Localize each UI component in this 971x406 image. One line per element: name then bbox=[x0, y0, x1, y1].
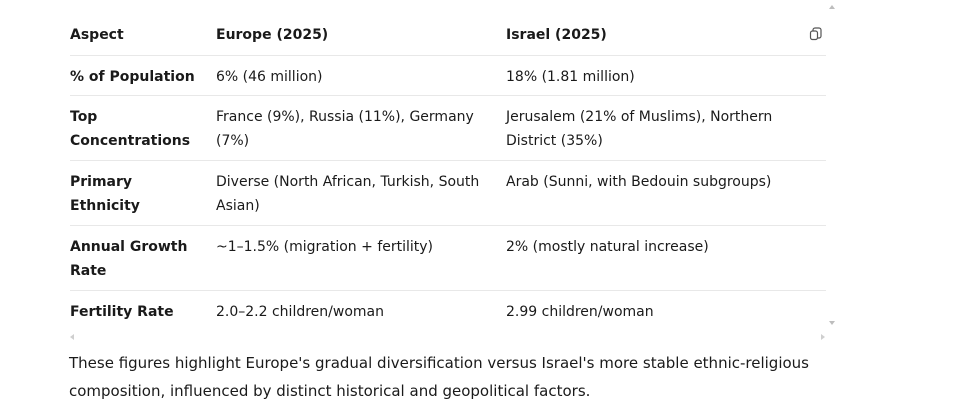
summary-paragraph: These figures highlight Europe's gradual… bbox=[69, 354, 809, 400]
israel-cell: 2% (mostly natural increase) bbox=[506, 239, 709, 255]
table-header-row: Aspect Europe (2025) Israel (2025) bbox=[70, 14, 826, 56]
europe-cell: France (9%), Russia (11%), Germany (7%) bbox=[216, 109, 474, 149]
israel-cell: Arab (Sunni, with Bedouin subgroups) bbox=[506, 174, 772, 190]
table-row: Primary Ethnicity Diverse (North African… bbox=[70, 161, 826, 226]
europe-cell: Diverse (North African, Turkish, South A… bbox=[216, 174, 480, 214]
scroll-down-arrow-icon[interactable] bbox=[829, 321, 835, 325]
row-label: Fertility Rate bbox=[70, 304, 174, 320]
header-cell-aspect: Aspect bbox=[70, 27, 124, 43]
israel-cell: 2.99 children/woman bbox=[506, 304, 654, 320]
row-label: Top Concentrations bbox=[70, 109, 191, 149]
table-row: Fertility Rate 2.0–2.2 children/woman 2.… bbox=[70, 291, 826, 329]
copy-table-button[interactable] bbox=[808, 26, 826, 44]
europe-cell: 6% (46 million) bbox=[216, 69, 323, 85]
scroll-left-arrow-icon[interactable] bbox=[70, 334, 74, 340]
table-row: Annual Growth Rate ~1–1.5% (migration + … bbox=[70, 226, 826, 291]
copy-icon bbox=[809, 27, 822, 41]
row-label: % of Population bbox=[70, 69, 195, 85]
europe-cell: 2.0–2.2 children/woman bbox=[216, 304, 384, 320]
table-row: Top Concentrations France (9%), Russia (… bbox=[70, 96, 826, 161]
comparison-table: Aspect Europe (2025) Israel (2025) % of … bbox=[70, 5, 835, 340]
israel-cell: 18% (1.81 million) bbox=[506, 69, 635, 85]
table-scroll-area[interactable]: Aspect Europe (2025) Israel (2025) % of … bbox=[70, 5, 835, 340]
israel-cell: Jerusalem (21% of Muslims), Northern Dis… bbox=[506, 109, 773, 149]
row-label: Annual Growth Rate bbox=[70, 239, 188, 279]
row-label: Primary Ethnicity bbox=[70, 174, 140, 214]
header-cell-israel: Israel (2025) bbox=[506, 27, 607, 43]
scroll-right-arrow-icon[interactable] bbox=[821, 334, 825, 340]
europe-cell: ~1–1.5% (migration + fertility) bbox=[216, 239, 434, 255]
scroll-up-arrow-icon[interactable] bbox=[829, 5, 835, 9]
table-row: % of Population 6% (46 million) 18% (1.8… bbox=[70, 56, 826, 96]
header-cell-europe: Europe (2025) bbox=[216, 27, 329, 43]
